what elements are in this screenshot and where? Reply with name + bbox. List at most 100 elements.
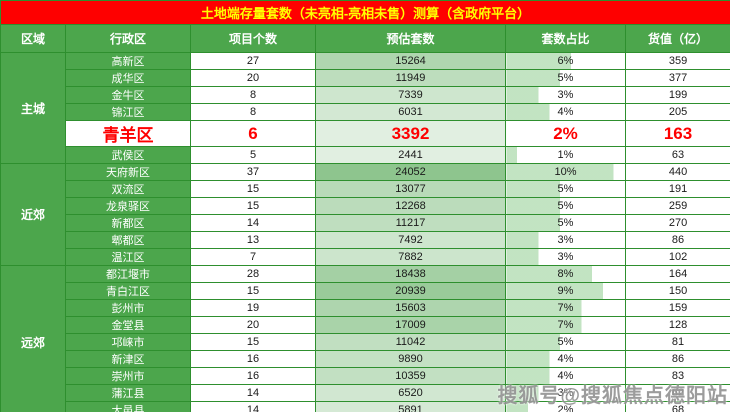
value-cell: 440 — [624, 163, 730, 181]
district-cell: 天府新区 — [65, 163, 191, 181]
region-cell: 主城 — [0, 52, 66, 164]
district-cell: 大邑县 — [65, 401, 191, 412]
projects-cell: 15 — [190, 282, 316, 300]
value-cell: 259 — [624, 197, 730, 215]
table-row: 崇州市 16 10359 4% 83 — [1, 367, 730, 385]
column-header: 区域 — [0, 24, 66, 53]
ratio-cell: 7% — [505, 299, 626, 317]
district-cell: 邛崃市 — [65, 333, 191, 351]
projects-cell: 37 — [190, 163, 316, 181]
district-cell: 金牛区 — [65, 86, 191, 104]
ratio-cell: 5% — [505, 197, 626, 215]
ratio-cell: 3% — [505, 248, 626, 266]
units-cell: 15603 — [315, 299, 506, 317]
projects-cell: 28 — [190, 265, 316, 283]
units-cell: 6031 — [315, 103, 506, 121]
projects-cell: 6 — [190, 120, 316, 147]
ratio-cell: 3% — [505, 231, 626, 249]
value-cell: 191 — [624, 180, 730, 198]
units-cell: 15264 — [315, 52, 506, 70]
district-cell: 温江区 — [65, 248, 191, 266]
projects-cell: 16 — [190, 367, 316, 385]
table-row: 龙泉驿区 15 12268 5% 259 — [1, 197, 730, 215]
table-row: 金堂县 20 17009 7% 128 — [1, 316, 730, 334]
column-header: 预估套数 — [315, 24, 506, 53]
ratio-cell: 4% — [505, 350, 626, 368]
value-cell: 377 — [624, 69, 730, 87]
projects-cell: 15 — [190, 197, 316, 215]
district-cell: 成华区 — [65, 69, 191, 87]
units-cell: 11949 — [315, 69, 506, 87]
ratio-cell: 8% — [505, 265, 626, 283]
ratio-cell: 5% — [505, 180, 626, 198]
ratio-cell: 5% — [505, 69, 626, 87]
table-row: 锦江区 8 6031 4% 205 — [1, 103, 730, 121]
ratio-cell: 2% — [505, 401, 626, 412]
value-cell: 62 — [624, 384, 730, 402]
table-row: 邛崃市 15 11042 5% 81 — [1, 333, 730, 351]
ratio-cell: 4% — [505, 367, 626, 385]
district-cell: 彭州市 — [65, 299, 191, 317]
table-row: 金牛区 8 7339 3% 199 — [1, 86, 730, 104]
value-cell: 63 — [624, 146, 730, 164]
ratio-cell: 5% — [505, 214, 626, 232]
ratio-cell: 1% — [505, 146, 626, 164]
district-cell: 青白江区 — [65, 282, 191, 300]
district-cell: 青羊区 — [65, 120, 191, 147]
table-row: 远郊 都江堰市 28 18438 8% 164 — [0, 265, 730, 412]
projects-cell: 7 — [190, 248, 316, 266]
projects-cell: 20 — [190, 316, 316, 334]
projects-cell: 5 — [190, 146, 316, 164]
value-cell: 159 — [624, 299, 730, 317]
value-cell: 199 — [624, 86, 730, 104]
units-cell: 24052 — [315, 163, 506, 181]
value-cell: 86 — [624, 350, 730, 368]
column-header: 行政区 — [65, 24, 191, 53]
column-header: 项目个数 — [190, 24, 316, 53]
value-cell: 68 — [624, 401, 730, 412]
column-header: 套数占比 — [505, 24, 626, 53]
units-cell: 20939 — [315, 282, 506, 300]
table-row: 大邑县 14 5891 2% 68 — [1, 401, 730, 412]
district-cell: 新津区 — [65, 350, 191, 368]
units-cell: 13077 — [315, 180, 506, 198]
table-row: 温江区 7 7882 3% 102 — [1, 248, 730, 266]
projects-cell: 15 — [190, 180, 316, 198]
district-cell: 高新区 — [65, 52, 191, 70]
table-row: 成华区 20 11949 5% 377 — [1, 69, 730, 87]
district-cell: 武侯区 — [65, 146, 191, 164]
ratio-cell: 5% — [505, 333, 626, 351]
table-row: 双流区 15 13077 5% 191 — [1, 180, 730, 198]
units-cell: 7882 — [315, 248, 506, 266]
table-row: 新津区 16 9890 4% 86 — [1, 350, 730, 368]
units-cell: 5891 — [315, 401, 506, 412]
district-cell: 蒲江县 — [65, 384, 191, 402]
district-cell: 郫都区 — [65, 231, 191, 249]
district-cell: 双流区 — [65, 180, 191, 198]
table-row: 青羊区 6 3392 2% 163 — [1, 120, 730, 147]
value-cell: 128 — [624, 316, 730, 334]
table-row: 蒲江县 14 6520 3% 62 — [1, 384, 730, 402]
ratio-cell: 2% — [505, 120, 626, 147]
value-cell: 164 — [624, 265, 730, 283]
table-row: 武侯区 5 2441 1% 63 — [1, 146, 730, 164]
table-row: 近郊 天府新区 37 24052 10% 440 — [0, 163, 730, 266]
projects-cell: 16 — [190, 350, 316, 368]
header-row: 区域 行政区 项目个数 预估套数 套数占比 货值（亿） — [0, 24, 730, 53]
value-cell: 270 — [624, 214, 730, 232]
units-cell: 3392 — [315, 120, 506, 147]
units-cell: 18438 — [315, 265, 506, 283]
table-row: 主城 高新区 27 15264 6% 359 — [0, 52, 730, 164]
district-cell: 金堂县 — [65, 316, 191, 334]
region-cell: 近郊 — [0, 163, 66, 266]
table-body: 主城 高新区 27 15264 6% 359 成华区 20 11949 5% 377 金牛区 8 7339… — [0, 52, 730, 412]
value-cell: 205 — [624, 103, 730, 121]
units-cell: 7492 — [315, 231, 506, 249]
value-cell: 163 — [624, 120, 730, 147]
region-cell: 远郊 — [0, 265, 66, 412]
table-row: 新都区 14 11217 5% 270 — [1, 214, 730, 232]
ratio-cell: 7% — [505, 316, 626, 334]
district-cell: 新都区 — [65, 214, 191, 232]
